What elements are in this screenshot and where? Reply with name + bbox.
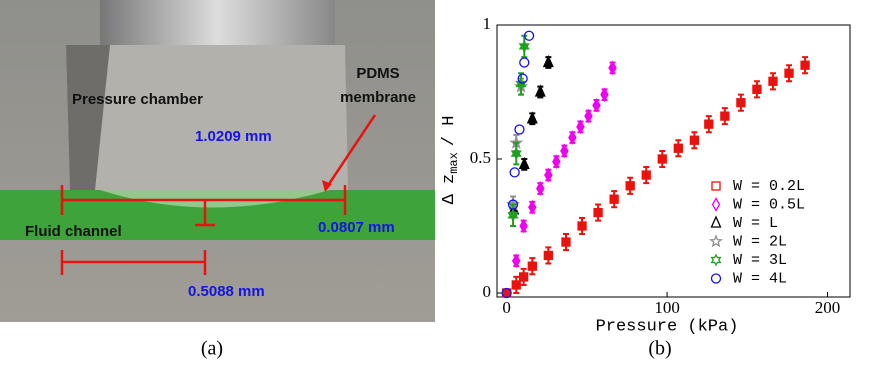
marker — [534, 84, 546, 97]
marker — [543, 250, 553, 261]
marker — [518, 156, 530, 169]
marker — [519, 57, 530, 68]
x-tick-label: 100 — [654, 298, 680, 317]
marker — [608, 60, 617, 76]
legend-label: W = 0.2L — [733, 178, 805, 195]
marker — [600, 87, 609, 102]
marker — [527, 261, 537, 271]
legend-label: W = 2L — [733, 233, 787, 250]
legend-marker — [710, 215, 722, 228]
legend-marker — [711, 197, 721, 212]
legend-marker — [709, 234, 723, 248]
legend-marker — [711, 181, 721, 191]
x-axis-label: Pressure (kPa) — [596, 317, 739, 336]
marker — [518, 40, 530, 53]
marker — [510, 147, 522, 160]
marker — [625, 181, 635, 191]
marker — [501, 287, 512, 299]
marker — [509, 167, 520, 178]
marker — [752, 84, 762, 94]
marker — [511, 280, 521, 290]
marker — [512, 253, 521, 269]
legend-label: W = 3L — [733, 252, 787, 269]
marker — [568, 130, 577, 145]
marker — [584, 108, 593, 124]
marker — [593, 207, 603, 218]
legend-marker — [710, 253, 722, 267]
height-label: 1.0209 mm — [195, 128, 272, 145]
marker — [528, 199, 537, 215]
marker — [720, 111, 730, 121]
marker — [704, 119, 714, 129]
marker — [609, 194, 619, 204]
marker — [577, 221, 587, 231]
marker — [592, 98, 601, 113]
legend-label: W = 4L — [733, 270, 787, 287]
marker — [523, 30, 535, 41]
marker — [689, 135, 700, 145]
width-label: 0.5088 mm — [188, 283, 265, 300]
y-label-sub: max — [447, 152, 461, 174]
marker — [800, 60, 810, 70]
marker — [576, 119, 585, 135]
legend-marker — [710, 273, 722, 284]
plot-frame — [496, 24, 851, 298]
x-tick-label: 200 — [815, 298, 841, 317]
legend-label: W = L — [733, 215, 778, 232]
y-tick-label: 0 — [483, 282, 492, 301]
membrane-label: membrane — [340, 89, 416, 106]
y-label-tail: / H — [440, 116, 459, 147]
marker — [526, 111, 538, 124]
marker — [536, 181, 545, 196]
y-axis-label: Δ zmax / H — [440, 116, 461, 205]
marker — [519, 218, 528, 234]
membrane-label: PDMS — [356, 65, 399, 82]
marker — [542, 54, 554, 68]
marker — [784, 68, 794, 78]
x-tick-label: 0 — [502, 298, 511, 317]
marker — [518, 272, 529, 282]
marker — [560, 143, 569, 159]
photo — [0, 0, 435, 322]
y-tick-label: 0.5 — [470, 148, 491, 167]
marker — [768, 76, 778, 86]
y-label-main: Δ z — [440, 174, 459, 205]
y-tick-label: 1 — [483, 14, 492, 33]
marker — [507, 199, 519, 210]
marker — [517, 73, 528, 84]
chamber-label: Pressure chamber — [72, 91, 203, 108]
marker — [641, 170, 651, 180]
marker — [544, 167, 553, 183]
marker — [657, 154, 667, 164]
marker — [561, 237, 571, 247]
marker — [507, 208, 519, 222]
caption: (a) — [201, 338, 223, 360]
legend-label: W = 0.5L — [733, 196, 805, 213]
marker — [514, 124, 525, 135]
marker — [736, 98, 746, 108]
marker — [673, 143, 683, 153]
channel-label: Fluid channel — [25, 223, 122, 240]
marker — [552, 154, 561, 169]
y-axis-label-text: Δ zmax / H — [440, 116, 461, 205]
caption: (b) — [648, 338, 671, 360]
deflection-label: 0.0807 mm — [318, 219, 395, 236]
